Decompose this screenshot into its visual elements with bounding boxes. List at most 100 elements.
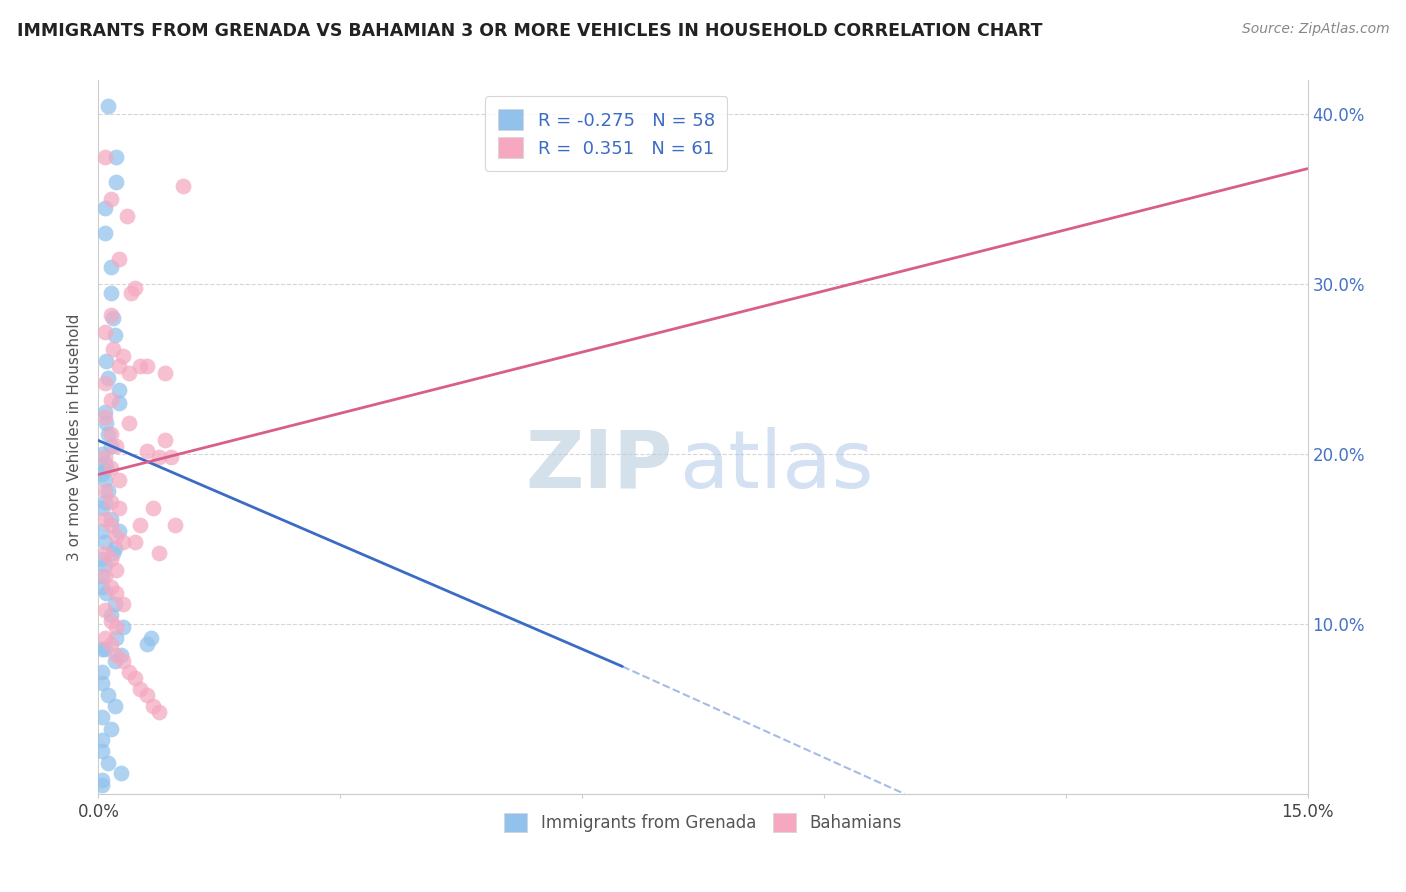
Point: [100, 637, 122, 651]
Point: [107, 252, 129, 266]
Text: atlas: atlas: [679, 426, 873, 505]
Point: [91, 642, 114, 657]
Point: [110, 766, 132, 780]
Point: [100, 308, 122, 322]
Point: [105, 631, 128, 645]
Point: [94, 404, 117, 418]
Point: [97, 689, 120, 703]
Point: [135, 443, 157, 458]
Point: [94, 511, 117, 525]
Point: [135, 689, 157, 703]
Point: [103, 597, 125, 611]
Point: [153, 434, 176, 448]
Point: [100, 192, 122, 206]
Point: [91, 665, 114, 679]
Point: [100, 460, 122, 475]
Point: [160, 450, 183, 465]
Point: [100, 580, 122, 594]
Point: [105, 620, 128, 634]
Point: [129, 681, 152, 696]
Point: [100, 392, 122, 407]
Point: [96, 417, 118, 431]
Point: [91, 744, 114, 758]
Point: [94, 494, 117, 508]
Point: [105, 175, 128, 189]
Point: [91, 732, 114, 747]
Point: [142, 501, 165, 516]
Point: [91, 773, 114, 788]
Point: [91, 569, 114, 583]
Point: [105, 150, 128, 164]
Point: [91, 524, 114, 538]
Point: [94, 569, 117, 583]
Point: [91, 501, 114, 516]
Text: ZIP: ZIP: [526, 426, 672, 505]
Point: [129, 359, 152, 373]
Point: [124, 671, 146, 685]
Text: IMMIGRANTS FROM GRENADA VS BAHAMIAN 3 OR MORE VEHICLES IN HOUSEHOLD CORRELATION : IMMIGRANTS FROM GRENADA VS BAHAMIAN 3 OR…: [17, 22, 1042, 40]
Point: [94, 450, 117, 465]
Point: [101, 311, 124, 326]
Point: [100, 260, 122, 275]
Point: [148, 546, 170, 560]
Point: [96, 586, 118, 600]
Point: [96, 353, 118, 368]
Point: [94, 642, 117, 657]
Point: [148, 706, 170, 720]
Point: [103, 328, 125, 343]
Point: [110, 648, 132, 662]
Point: [91, 467, 114, 482]
Point: [100, 608, 122, 623]
Point: [94, 484, 117, 499]
Point: [94, 150, 117, 164]
Point: [94, 376, 117, 390]
Point: [94, 631, 117, 645]
Point: [94, 201, 117, 215]
Point: [100, 518, 122, 533]
Point: [111, 620, 134, 634]
Point: [172, 178, 194, 193]
Point: [96, 460, 118, 475]
Point: [118, 665, 141, 679]
Point: [91, 710, 114, 724]
Point: [94, 473, 117, 487]
Point: [101, 342, 124, 356]
Point: [105, 563, 128, 577]
Point: [94, 325, 117, 339]
Point: [163, 518, 186, 533]
Point: [100, 285, 122, 300]
Point: [105, 648, 128, 662]
Point: [111, 535, 134, 549]
Point: [94, 603, 117, 617]
Point: [105, 586, 128, 600]
Point: [124, 280, 146, 294]
Point: [94, 558, 117, 572]
Point: [105, 439, 128, 453]
Point: [94, 546, 117, 560]
Point: [91, 447, 114, 461]
Point: [100, 494, 122, 508]
Point: [100, 511, 122, 525]
Point: [120, 285, 142, 300]
Point: [94, 456, 117, 470]
Point: [105, 528, 128, 542]
Point: [107, 473, 129, 487]
Point: [107, 383, 129, 397]
Point: [111, 654, 134, 668]
Point: [111, 349, 134, 363]
Point: [135, 359, 157, 373]
Point: [94, 226, 117, 240]
Legend: Immigrants from Grenada, Bahamians: Immigrants from Grenada, Bahamians: [498, 806, 908, 839]
Point: [103, 698, 125, 713]
Point: [100, 552, 122, 566]
Point: [94, 409, 117, 424]
Point: [100, 723, 122, 737]
Point: [97, 426, 120, 441]
Point: [118, 366, 141, 380]
Point: [135, 637, 157, 651]
Point: [148, 450, 170, 465]
Point: [91, 552, 114, 566]
Point: [153, 366, 176, 380]
Point: [97, 484, 120, 499]
Point: [103, 654, 125, 668]
